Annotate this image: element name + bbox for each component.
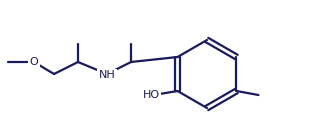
Text: HO: HO [143,90,160,100]
Text: O: O [30,57,38,67]
Text: NH: NH [99,70,115,80]
